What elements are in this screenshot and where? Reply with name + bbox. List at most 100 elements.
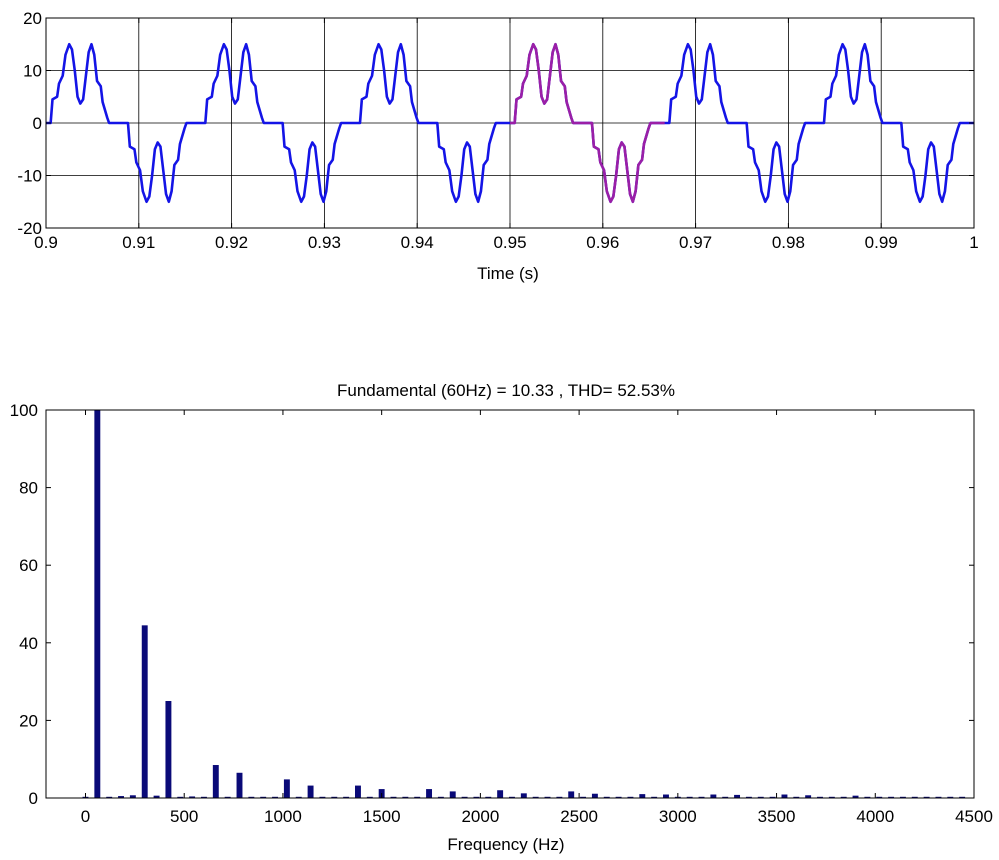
spectrum-bar	[307, 785, 314, 798]
spectrum-bar	[402, 796, 409, 798]
spectrum-bar	[698, 796, 705, 798]
spectrum-plot: Fundamental (60Hz) = 10.33 , THD= 52.53%…	[10, 381, 993, 854]
spectrum-bar	[544, 796, 551, 798]
spectrum-bar	[343, 796, 350, 798]
spectrum-bar	[935, 796, 942, 798]
spectrum-bar	[426, 789, 433, 798]
spectrum-plot-ticks	[46, 409, 975, 799]
spectrum-plot-y-tick-label: 40	[19, 634, 38, 653]
spectrum-bar	[520, 793, 527, 798]
spectrum-bar	[248, 796, 255, 798]
time-plot-y-tick-labels: -20 -10 0 10 20	[17, 9, 42, 238]
spectrum-bar	[651, 796, 658, 798]
spectrum-bar	[852, 795, 859, 798]
spectrum-bar	[947, 796, 954, 798]
spectrum-plot-x-axis-label: Frequency (Hz)	[447, 835, 564, 854]
time-plot-x-tick-label: 0.94	[401, 233, 434, 252]
spectrum-bar	[959, 796, 966, 798]
spectrum-bar	[769, 796, 776, 798]
time-plot-x-tick-label: 0.91	[122, 233, 155, 252]
spectrum-bar	[840, 796, 847, 798]
spectrum-bar	[497, 790, 504, 798]
time-plot-x-tick-label: 0.9	[34, 233, 58, 252]
spectrum-bar	[141, 625, 148, 798]
spectrum-plot-x-tick-label: 4000	[856, 807, 894, 826]
spectrum-bar	[319, 796, 326, 798]
spectrum-bar	[639, 794, 646, 798]
spectrum-bar	[461, 796, 468, 798]
spectrum-bar	[591, 793, 598, 798]
spectrum-plot-y-tick-label: 60	[19, 556, 38, 575]
spectrum-plot-x-tick-label: 4500	[955, 807, 993, 826]
spectrum-bar	[189, 796, 196, 798]
spectrum-bar	[532, 796, 539, 798]
time-plot-x-tick-label: 1	[969, 233, 978, 252]
spectrum-bar	[165, 701, 172, 798]
spectrum-bar	[236, 772, 243, 798]
spectrum-bar	[580, 796, 587, 798]
spectrum-plot-x-tick-label: 0	[81, 807, 90, 826]
spectrum-bar	[686, 796, 693, 798]
time-plot-series	[46, 42, 974, 204]
spectrum-plot-x-tick-labels: 0 500 1000 1500 2000 2500 3000 3500 4000 4500	[81, 807, 993, 826]
time-plot-y-tick-label: 0	[33, 114, 42, 133]
spectrum-plot-axes-box	[45, 409, 975, 799]
time-plot-x-tick-label: 0.92	[215, 233, 248, 252]
spectrum-plot-x-tick-label: 1500	[363, 807, 401, 826]
spectrum-bar	[603, 796, 610, 798]
spectrum-bar	[568, 791, 575, 798]
spectrum-bar	[153, 795, 160, 798]
time-plot-y-tick-label: -20	[17, 219, 42, 238]
time-plot-x-tick-label: 0.96	[586, 233, 619, 252]
spectrum-bar	[201, 796, 207, 798]
spectrum-bar	[449, 791, 456, 798]
time-plot-ticks	[45, 17, 975, 229]
spectrum-bar	[414, 796, 421, 798]
spectrum-plot-y-tick-label: 100	[10, 401, 38, 420]
spectrum-bar	[129, 795, 136, 798]
spectrum-plot-y-tick-label: 0	[29, 789, 38, 808]
time-plot: 0.9 0.91 0.92 0.93 0.94 0.95 0.96 0.97 0.98 0.99 1…	[17, 9, 978, 283]
spectrum-plot-x-tick-label: 3500	[758, 807, 796, 826]
spectrum-bar	[224, 796, 231, 798]
spectrum-plot-y-tick-label: 80	[19, 479, 38, 498]
spectrum-bar	[911, 796, 918, 798]
spectrum-bar	[177, 796, 184, 798]
time-plot-y-tick-label: 10	[23, 62, 42, 81]
spectrum-bar	[899, 796, 906, 798]
spectrum-bar	[805, 795, 812, 798]
time-plot-x-tick-label: 0.93	[308, 233, 341, 252]
spectrum-bar	[556, 796, 563, 798]
spectrum-bar	[437, 796, 444, 798]
spectrum-bar	[118, 796, 124, 798]
time-plot-y-tick-label: 20	[23, 9, 42, 28]
spectrum-plot-x-tick-label: 2500	[560, 807, 598, 826]
spectrum-bar	[390, 796, 397, 798]
spectrum-bar	[722, 796, 729, 798]
spectrum-bar	[734, 794, 741, 798]
spectrum-bar	[923, 796, 930, 798]
spectrum-plot-x-tick-label: 2000	[461, 807, 499, 826]
spectrum-bar	[710, 794, 717, 798]
spectrum-bar	[627, 796, 634, 798]
time-plot-x-tick-label: 0.99	[865, 233, 898, 252]
waveform-line	[46, 42, 974, 204]
spectrum-bar	[745, 796, 752, 798]
time-plot-y-tick-label: -10	[17, 167, 42, 186]
highlighted-cycle-line	[510, 42, 666, 204]
spectrum-bar	[260, 796, 267, 798]
spectrum-bar	[663, 794, 669, 798]
spectrum-bar	[781, 794, 788, 798]
spectrum-plot-x-tick-label: 500	[170, 807, 198, 826]
time-plot-x-tick-label: 0.98	[772, 233, 805, 252]
spectrum-plot-x-tick-label: 1000	[264, 807, 302, 826]
spectrum-bar	[283, 779, 290, 798]
spectrum-bar	[888, 796, 895, 798]
spectrum-bar	[94, 410, 101, 798]
spectrum-bar	[272, 796, 278, 798]
time-plot-x-axis-label: Time (s)	[477, 264, 539, 283]
spectrum-bar	[615, 796, 622, 798]
spectrum-bar	[876, 796, 883, 798]
spectrum-plot-title: Fundamental (60Hz) = 10.33 , THD= 52.53%	[337, 381, 675, 400]
